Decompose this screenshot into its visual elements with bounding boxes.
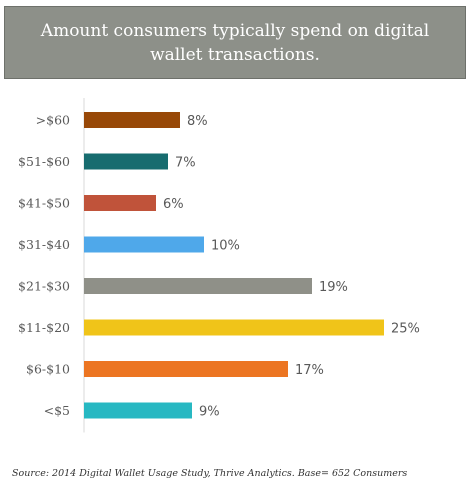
value-label: 9% — [199, 405, 220, 420]
value-label: 8% — [187, 114, 208, 129]
category-label: $11-$20 — [18, 320, 70, 335]
source-note: Source: 2014 Digital Wallet Usage Study,… — [12, 468, 408, 479]
value-label: 10% — [211, 239, 240, 254]
category-label: >$60 — [36, 113, 70, 128]
bar — [84, 195, 156, 211]
bar — [84, 319, 384, 336]
bar — [84, 236, 204, 253]
value-label: 19% — [319, 280, 348, 295]
bar — [84, 278, 312, 294]
category-label: <$5 — [44, 403, 70, 418]
chart-title: Amount consumers typically spend on digi… — [40, 20, 430, 65]
category-label: $41-$50 — [18, 196, 70, 211]
category-label: $31-$40 — [18, 237, 70, 252]
category-label: $51-$60 — [18, 154, 70, 169]
bar — [84, 361, 288, 377]
bars-group: >$60 8% $51-$60 7% $41-$50 6% $31-$40 10% $21-$3… — [18, 112, 420, 420]
value-label: 25% — [391, 322, 420, 337]
bar-chart: >$60 8% $51-$60 7% $41-$50 6% $31-$40 10% $21-$3… — [18, 98, 420, 433]
bar — [84, 112, 180, 128]
category-label: $21-$30 — [18, 279, 70, 294]
value-label: 17% — [295, 363, 324, 378]
bar — [84, 402, 192, 419]
value-label: 7% — [175, 156, 196, 171]
chart-title-box: Amount consumers typically spend on digi… — [4, 6, 466, 79]
bar — [84, 153, 168, 170]
category-label: $6-$10 — [26, 362, 70, 377]
value-label: 6% — [163, 197, 184, 212]
